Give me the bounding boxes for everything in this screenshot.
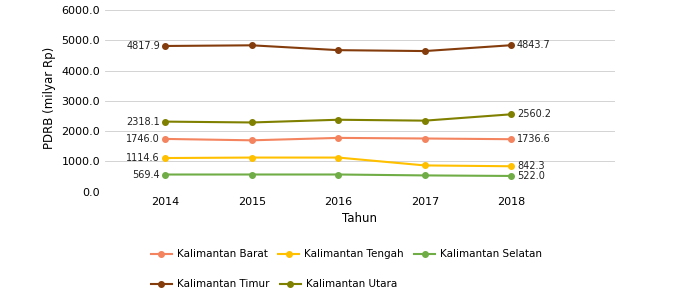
Kalimantan Utara: [421, 119, 429, 122]
Kalimantan Utara: [507, 112, 516, 116]
Kalimantan Utara: [247, 121, 256, 124]
Text: 522.0: 522.0: [517, 171, 545, 181]
Kalimantan Tengah: [334, 156, 343, 159]
Kalimantan Timur: [421, 49, 429, 53]
Kalimantan Tengah: [421, 164, 429, 167]
Kalimantan Barat: [507, 137, 516, 141]
Text: 2560.2: 2560.2: [517, 109, 551, 119]
Kalimantan Utara: [334, 118, 343, 122]
Text: 842.3: 842.3: [517, 161, 545, 171]
Kalimantan Selatan: [247, 173, 256, 176]
Line: Kalimantan Barat: Kalimantan Barat: [163, 135, 514, 143]
Line: Kalimantan Selatan: Kalimantan Selatan: [163, 172, 514, 179]
X-axis label: Tahun: Tahun: [343, 212, 377, 225]
Line: Kalimantan Timur: Kalimantan Timur: [163, 42, 514, 54]
Kalimantan Tengah: [247, 156, 256, 159]
Text: 4843.7: 4843.7: [517, 40, 551, 50]
Legend: Kalimantan Timur, Kalimantan Utara: Kalimantan Timur, Kalimantan Utara: [151, 279, 397, 289]
Kalimantan Utara: [161, 120, 170, 123]
Text: 1114.6: 1114.6: [127, 153, 160, 163]
Text: 569.4: 569.4: [132, 170, 160, 180]
Kalimantan Selatan: [334, 173, 343, 176]
Text: 4817.9: 4817.9: [126, 41, 160, 51]
Line: Kalimantan Utara: Kalimantan Utara: [163, 112, 514, 125]
Kalimantan Tengah: [161, 156, 170, 160]
Kalimantan Barat: [334, 136, 343, 140]
Kalimantan Selatan: [421, 174, 429, 177]
Text: 2318.1: 2318.1: [126, 117, 160, 127]
Kalimantan Barat: [247, 139, 256, 142]
Kalimantan Timur: [507, 43, 516, 47]
Kalimantan Selatan: [161, 173, 170, 176]
Text: 1746.0: 1746.0: [126, 134, 160, 144]
Kalimantan Selatan: [507, 174, 516, 178]
Kalimantan Timur: [247, 44, 256, 47]
Kalimantan Timur: [161, 44, 170, 48]
Kalimantan Barat: [161, 137, 170, 141]
Line: Kalimantan Tengah: Kalimantan Tengah: [163, 155, 514, 169]
Kalimantan Barat: [421, 137, 429, 140]
Y-axis label: PDRB (milyar Rp): PDRB (milyar Rp): [43, 47, 56, 149]
Text: 1736.6: 1736.6: [517, 134, 551, 144]
Kalimantan Tengah: [507, 165, 516, 168]
Kalimantan Timur: [334, 48, 343, 52]
